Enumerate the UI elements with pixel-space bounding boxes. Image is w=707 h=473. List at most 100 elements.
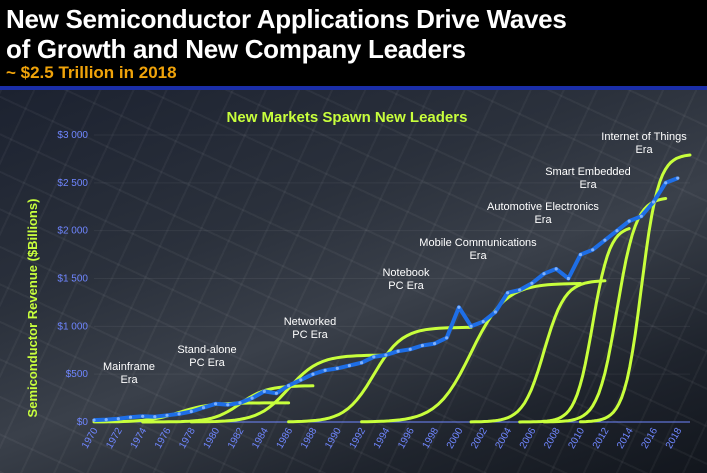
y-tick-label: $500 [66, 369, 89, 380]
x-tick-label: 1980 [202, 426, 223, 451]
revenue-point [104, 418, 108, 422]
x-tick-label: 2016 [639, 426, 660, 451]
revenue-point [189, 409, 193, 414]
x-tick-label: 2000 [445, 426, 466, 451]
y-tick-label: $0 [77, 417, 89, 428]
revenue-point [457, 305, 461, 309]
era-label-line: Era [534, 214, 552, 226]
revenue-point [177, 412, 181, 416]
revenue-point [676, 176, 680, 180]
revenue-point [323, 368, 327, 372]
x-tick-label: 1976 [153, 426, 174, 451]
revenue-point [274, 391, 278, 395]
revenue-chart: New Markets Spawn New Leaders Semiconduc… [25, 109, 692, 451]
x-tick-label: 2010 [566, 426, 587, 451]
x-tick-label: 1990 [323, 426, 344, 451]
revenue-point [433, 342, 437, 346]
era-curves [92, 153, 692, 424]
revenue-point [506, 291, 510, 295]
title-divider [0, 86, 707, 90]
revenue-point [651, 200, 656, 204]
revenue-point [542, 272, 546, 276]
slide-title-line-2: of Growth and New Company Leaders [6, 34, 466, 64]
era-label: Mobile Communications Era [419, 237, 537, 262]
revenue-point [664, 181, 668, 185]
revenue-line [93, 176, 679, 423]
revenue-point [518, 288, 522, 292]
era-label-line: Era [120, 374, 138, 386]
revenue-point [128, 415, 133, 419]
era-curve [542, 197, 668, 424]
x-tick-label: 1972 [104, 426, 125, 451]
x-tick-label: 1998 [421, 426, 442, 451]
revenue-point [92, 418, 96, 422]
revenue-series [92, 176, 680, 423]
era-label-line: Stand-alone [177, 344, 236, 356]
x-tick-label: 1970 [80, 426, 101, 451]
x-tick-label: 1992 [348, 426, 369, 451]
era-curve [92, 401, 291, 424]
y-axis-label: Semiconductor Revenue ($Billions) [25, 199, 40, 418]
x-tick-label: 1994 [372, 426, 393, 451]
title-banner: New Semiconductor Applications Drive Wav… [0, 0, 707, 86]
revenue-point [615, 229, 619, 233]
era-label-line: Mainframe [103, 361, 155, 373]
x-axis: 1970 1972 1974 1976 1978 1980 1982 1984 1986 1988… [80, 426, 685, 451]
era-label-line: Mobile Communications [419, 237, 537, 249]
era-label: Mainframe Era [103, 361, 155, 386]
revenue-point [165, 413, 169, 417]
revenue-point [566, 276, 571, 281]
era-label-line: PC Era [189, 357, 225, 369]
era-label-line: Networked [284, 316, 337, 328]
y-tick-label: $2 500 [57, 178, 88, 189]
revenue-point [627, 219, 631, 223]
x-tick-label: 1978 [177, 426, 198, 451]
revenue-point [603, 238, 607, 242]
era-curve [518, 227, 631, 424]
x-tick-label: 1984 [250, 426, 271, 451]
x-tick-label: 1982 [226, 426, 247, 451]
revenue-point [384, 353, 388, 357]
x-tick-label: 2012 [591, 426, 612, 451]
x-tick-label: 2014 [615, 426, 636, 451]
y-tick-label: $1 000 [57, 321, 88, 332]
x-tick-label: 1988 [299, 426, 320, 451]
revenue-point [530, 281, 534, 285]
era-curve [287, 325, 473, 424]
era-label-line: PC Era [292, 329, 328, 341]
slide-title-line-1: New Semiconductor Applications Drive Wav… [6, 4, 567, 34]
revenue-point [493, 310, 497, 314]
revenue-point [214, 402, 218, 406]
x-tick-label: 2008 [542, 426, 563, 451]
revenue-point [445, 336, 449, 340]
chart-title: New Markets Spawn New Leaders [227, 109, 468, 126]
revenue-point [591, 248, 595, 252]
y-tick-label: $2 000 [57, 226, 88, 237]
revenue-point [372, 355, 376, 359]
x-tick-label: 2002 [469, 426, 490, 451]
era-label: Smart Embedded Era [545, 166, 631, 191]
x-tick-label: 2004 [493, 426, 514, 451]
era-label: Notebook PC Era [382, 267, 430, 292]
era-label-line: Internet of Things [601, 131, 687, 143]
revenue-point [408, 347, 412, 351]
revenue-point [226, 403, 230, 407]
revenue-point [141, 414, 145, 418]
x-tick-label: 2006 [518, 426, 539, 451]
revenue-point [299, 378, 303, 382]
era-label-line: Era [579, 179, 597, 191]
revenue-point [201, 406, 206, 410]
era-label-line: Era [469, 250, 487, 262]
revenue-point [250, 396, 254, 400]
era-label: Automotive Electronics Era [487, 201, 599, 226]
era-label-line: Smart Embedded [545, 166, 631, 178]
slide-subtitle: ~ $2.5 Trillion in 2018 [6, 63, 177, 82]
era-label-line: Era [635, 144, 653, 156]
revenue-point [360, 361, 364, 365]
era-curve [579, 153, 692, 424]
x-tick-label: 1974 [129, 426, 150, 451]
x-tick-label: 1986 [275, 426, 296, 451]
revenue-point [578, 253, 583, 257]
revenue-point [153, 415, 157, 419]
revenue-point [335, 366, 339, 370]
